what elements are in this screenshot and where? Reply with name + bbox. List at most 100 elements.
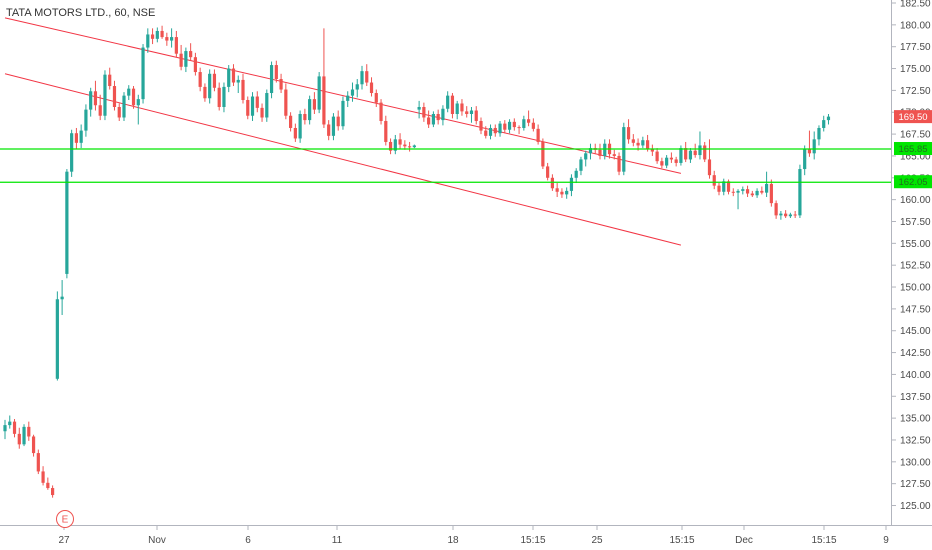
candle-body xyxy=(498,123,502,134)
candle xyxy=(822,115,826,132)
candle xyxy=(350,82,355,102)
candle-body xyxy=(755,190,759,196)
candle xyxy=(3,419,7,440)
candle-body xyxy=(807,148,812,154)
candle-body xyxy=(241,79,245,101)
chart-title: TATA MOTORS LTD., 60, NSE xyxy=(6,7,155,19)
candle-body xyxy=(826,116,831,121)
candle-body xyxy=(565,190,569,195)
candle-body xyxy=(484,130,488,136)
candle xyxy=(688,148,693,163)
candle xyxy=(303,108,307,125)
candle-body xyxy=(217,87,221,107)
candle xyxy=(793,211,797,218)
candle-body xyxy=(722,181,726,192)
candle xyxy=(669,152,673,163)
candle xyxy=(803,145,807,176)
candle-body xyxy=(36,453,40,472)
candle xyxy=(70,129,74,177)
candle-body xyxy=(569,177,574,191)
candle-body xyxy=(336,116,340,127)
price-tick-label: 152.50 xyxy=(900,261,931,272)
price-tick-label: 172.50 xyxy=(900,86,931,97)
candle-body xyxy=(170,37,174,41)
candle-body xyxy=(726,181,731,192)
earnings-event-marker[interactable]: E xyxy=(56,510,74,528)
channel-lines[interactable] xyxy=(4,17,682,246)
candle xyxy=(374,89,378,107)
candle-body xyxy=(70,133,74,172)
candle-body xyxy=(760,190,764,193)
candle-body xyxy=(60,296,64,300)
candle xyxy=(388,138,393,155)
price-axis[interactable]: 125.00 127.50 130.00 132.50 135.00 137.50 140.… xyxy=(892,0,931,512)
candle-body xyxy=(698,145,702,156)
candle-body xyxy=(250,96,255,116)
candle xyxy=(626,119,631,144)
horizontal-levels[interactable] xyxy=(0,148,891,183)
candle xyxy=(246,96,250,120)
candle xyxy=(488,124,493,140)
candle-body xyxy=(669,157,673,160)
candle xyxy=(174,30,178,58)
candle-body xyxy=(741,189,745,191)
candle-body xyxy=(788,214,792,217)
candle-body xyxy=(431,113,435,125)
candle-body xyxy=(745,189,750,194)
time-axis[interactable]: 27 Nov 6 11 18 15:15 25 15:15 Dec 15:15 9 xyxy=(58,526,889,546)
candle xyxy=(236,75,240,94)
candle-body xyxy=(674,159,678,163)
candle-body xyxy=(208,73,212,99)
price-tick-label: 177.50 xyxy=(900,42,931,53)
candle xyxy=(631,134,635,147)
candle xyxy=(31,434,36,457)
candle-body xyxy=(27,426,31,437)
candle-body xyxy=(784,213,788,217)
candle-body xyxy=(546,166,550,178)
candle-body xyxy=(331,116,336,136)
price-tick-label: 130.00 xyxy=(900,457,931,468)
candle xyxy=(812,131,816,160)
candle xyxy=(765,171,769,198)
candle-body xyxy=(793,214,797,216)
level-badge-2-text: 162.05 xyxy=(898,177,927,188)
candle-body xyxy=(341,100,345,127)
candle xyxy=(722,178,726,196)
candle xyxy=(465,106,469,118)
candle xyxy=(446,91,450,113)
candle xyxy=(617,152,621,176)
candle xyxy=(108,67,112,90)
candle-body xyxy=(427,117,431,125)
candle xyxy=(212,69,217,92)
candle-body xyxy=(660,161,664,166)
candle-body xyxy=(626,127,631,140)
candle xyxy=(55,291,59,381)
candle-body xyxy=(398,139,402,145)
candle-body xyxy=(550,177,554,189)
candle-body xyxy=(8,421,12,426)
candle xyxy=(779,211,783,220)
candle-body xyxy=(731,191,735,193)
candle xyxy=(674,156,678,167)
candle xyxy=(12,419,17,438)
candle-body xyxy=(189,51,193,58)
candle xyxy=(336,110,340,131)
candle-body xyxy=(422,107,426,118)
candle xyxy=(65,169,69,279)
candle-body xyxy=(155,30,159,39)
candle xyxy=(503,120,507,134)
candles xyxy=(3,25,831,498)
candle xyxy=(826,113,831,125)
candle xyxy=(745,185,750,198)
candle-body xyxy=(222,86,226,107)
candle-body xyxy=(350,89,355,96)
candle xyxy=(655,148,659,164)
candle xyxy=(41,466,45,486)
candle xyxy=(479,117,483,135)
time-tick-label: 15:15 xyxy=(669,535,694,546)
candle xyxy=(8,415,12,429)
candle-body xyxy=(360,71,364,85)
candle-body xyxy=(460,103,464,112)
time-tick-label: 9 xyxy=(883,535,889,546)
